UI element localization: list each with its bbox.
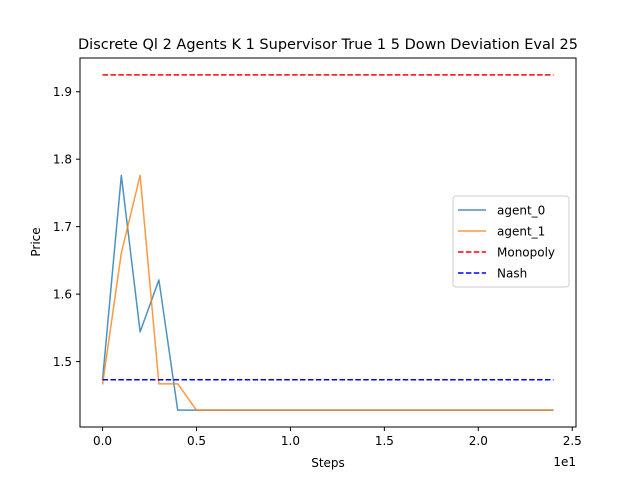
legend-label: agent_0: [497, 204, 545, 218]
y-tick-label: 1.5: [53, 355, 72, 369]
y-tick-label: 1.6: [53, 288, 72, 302]
legend-label: Nash: [497, 267, 527, 281]
x-axis: 0.0 0.5 1.0 1.5 2.0 2.5: [93, 427, 582, 448]
y-tick-label: 1.7: [53, 220, 72, 234]
series-line-agent-1: [101, 174, 554, 411]
x-tick-label: 1.0: [281, 434, 300, 448]
y-tick-label: 1.9: [53, 85, 72, 99]
x-tick-label: 0.5: [187, 434, 206, 448]
legend: agent_0 agent_1 Monopoly Nash: [452, 195, 570, 288]
x-tick-label: 2.5: [563, 434, 582, 448]
legend-label: Monopoly: [497, 246, 555, 260]
x-tick-label: 2.0: [469, 434, 488, 448]
x-axis-label: Steps: [311, 456, 345, 470]
x-axis-offset-label: 1e1: [553, 455, 576, 469]
x-tick-label: 1.5: [375, 434, 394, 448]
y-tick-label: 1.8: [53, 153, 72, 167]
legend-label: agent_1: [497, 225, 545, 239]
chart-title: Discrete Ql 2 Agents K 1 Supervisor True…: [78, 37, 578, 53]
x-tick-label: 0.0: [93, 434, 112, 448]
y-axis: 1.5 1.6 1.7 1.8 1.9: [53, 85, 80, 369]
y-axis-label: Price: [29, 227, 43, 256]
legend-frame: [452, 195, 570, 288]
plot-frame: [79, 57, 577, 428]
plot-lines: [101, 74, 554, 411]
